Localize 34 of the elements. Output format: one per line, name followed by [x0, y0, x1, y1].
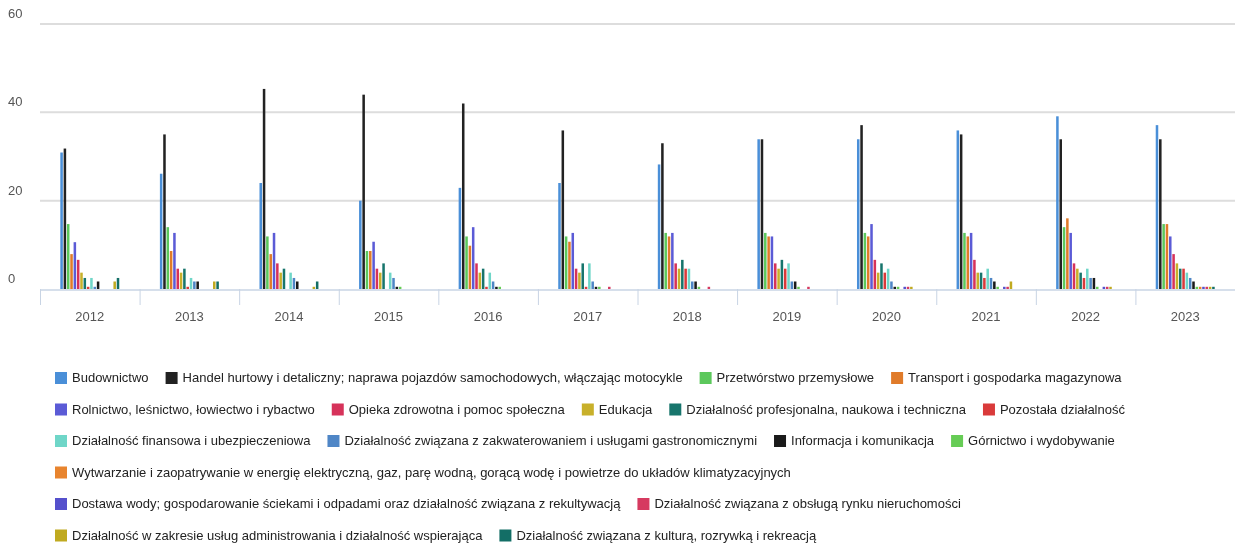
x-tick-label: 2012 [75, 309, 105, 324]
legend-label: Przetwórstwo przemysłowe [716, 370, 875, 385]
legend-label: Budownictwo [72, 370, 149, 385]
legend-label: Działalność związana z kulturą, rozrywką i rekreacją [516, 527, 818, 543]
legend-label: Działalność związana z obsługą rynku nieruchomości [654, 496, 961, 511]
x-tick-label: 2016 [473, 309, 503, 324]
y-tick-label: 0 [8, 271, 16, 286]
x-tick-label: 2021 [971, 309, 1001, 324]
legend-label: Edukacja [598, 401, 654, 417]
legend-label: Transport i gospodarka magazynowa [908, 370, 1123, 385]
x-tick-label: 2020 [872, 309, 901, 324]
y-tick-label: 60 [8, 6, 23, 21]
legend-label: Dostawa wody; gospodarowanie ściekami i odpadami oraz działalność związana z rekultywacją [72, 496, 622, 511]
x-tick-label: 2023 [1170, 309, 1200, 324]
x-tick-label: 2022 [1071, 309, 1101, 324]
legend-label: Rolnictwo, leśnictwo, łowiectwo i rybactwo [72, 401, 315, 417]
y-tick-label: 40 [8, 94, 23, 110]
legend-label: Działalność finansowa i ubezpieczeniowa [72, 433, 312, 448]
x-tick-label: 2015 [374, 309, 403, 324]
y-tick-label: 20 [8, 182, 23, 198]
legend-label: Wytwarzanie i zaopatrywanie w energię elektryczną, gaz, parę wodną, gorącą wodę i powietrze do układów klimatyzacyjnych [72, 464, 791, 480]
legend-label: Górnictwo i wydobywanie [968, 433, 1115, 448]
x-tick-label: 2019 [772, 309, 802, 324]
x-tick-label: 2013 [174, 309, 204, 324]
legend-label: Opieka zdrowotna i pomoc społeczna [348, 401, 566, 417]
legend-label: Działalność profesjonalna, naukowa i techniczna [686, 401, 967, 417]
x-tick-label: 2014 [274, 309, 304, 324]
legend-label: Pozostała działalność [999, 401, 1126, 417]
legend-label: Handel hurtowy i detaliczny; naprawa pojazdów samochodowych, włączając motocykle [182, 370, 683, 385]
x-tick-label: 2017 [573, 309, 603, 324]
legend-label: Działalność w zakresie usług administrowania i działalność wspierająca [72, 527, 484, 543]
legend-label: Informacja i komunikacja [791, 433, 935, 448]
x-tick-label: 2018 [672, 309, 702, 324]
legend-label: Działalność związana z zakwaterowaniem i usługami gastronomicznymi [344, 433, 758, 448]
